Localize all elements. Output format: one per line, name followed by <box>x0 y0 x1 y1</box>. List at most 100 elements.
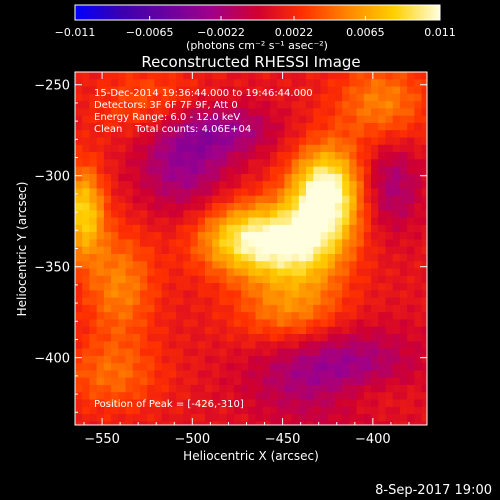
heatmap-cell <box>183 363 192 372</box>
heatmap-cell <box>204 399 213 408</box>
heatmap-cell <box>269 275 278 284</box>
heatmap-cell <box>132 246 141 255</box>
heatmap-cell <box>139 86 148 95</box>
heatmap-cell <box>118 239 127 248</box>
heatmap-cell <box>255 79 264 88</box>
heatmap-cell <box>118 421 127 425</box>
heatmap-cell <box>356 421 365 425</box>
heatmap-cell <box>378 399 387 408</box>
heatmap-cell <box>334 319 343 328</box>
heatmap-cell <box>262 101 271 109</box>
heatmap-cell <box>154 261 163 270</box>
heatmap-cell <box>284 406 293 415</box>
heatmap-cell <box>139 232 148 241</box>
heatmap-cell <box>103 261 112 270</box>
heatmap-cell <box>421 137 427 146</box>
heatmap-cell <box>118 406 127 415</box>
heatmap-cell <box>399 232 408 241</box>
heatmap-cell <box>392 290 401 299</box>
heatmap-cell <box>363 355 372 364</box>
heatmap-cell <box>277 246 285 255</box>
heatmap-cell <box>298 79 307 88</box>
heatmap-cell <box>407 341 415 350</box>
heatmap-cell <box>111 334 119 342</box>
heatmap-cell <box>342 384 350 393</box>
heatmap-cell <box>349 290 358 299</box>
heatmap-cell <box>204 217 213 226</box>
heatmap-cell <box>356 275 365 284</box>
heatmap-cell <box>139 414 148 422</box>
heatmap-cell <box>327 166 336 175</box>
heatmap-cell <box>212 275 221 284</box>
heatmap-cell <box>414 79 423 88</box>
heatmap-cell <box>132 217 141 226</box>
heatmap-cell <box>334 355 343 364</box>
heatmap-cell <box>190 101 199 109</box>
heatmap-cell <box>204 355 213 364</box>
heatmap-cell <box>75 261 83 270</box>
heatmap-cell <box>176 72 184 80</box>
heatmap-cell <box>96 217 105 226</box>
heatmap-cell <box>161 188 170 197</box>
heatmap-cell <box>342 377 350 386</box>
heatmap-cell <box>342 392 350 401</box>
heatmap-cell <box>407 72 415 80</box>
heatmap-cell <box>334 348 343 357</box>
heatmap-cell <box>176 173 184 182</box>
heatmap-cell <box>371 152 379 160</box>
heatmap-cell <box>392 195 401 204</box>
heatmap-cell <box>291 290 300 299</box>
heatmap-cell <box>204 224 213 233</box>
heatmap-cell <box>103 406 112 415</box>
heatmap-cell <box>385 108 394 117</box>
heatmap-cell <box>399 217 408 226</box>
heatmap-cell <box>161 72 170 80</box>
heatmap-cell <box>161 144 170 153</box>
heatmap-cell <box>378 312 387 321</box>
heatmap-cell <box>176 232 184 241</box>
heatmap-cell <box>407 297 415 306</box>
heatmap-cell <box>349 232 358 241</box>
colorbar-tick-label: −0.0022 <box>197 26 245 39</box>
heatmap-cell <box>125 406 134 415</box>
heatmap-cell <box>320 253 329 262</box>
heatmap-cell <box>176 283 184 291</box>
heatmap-cell <box>392 239 401 248</box>
heatmap-cell <box>111 130 119 139</box>
heatmap-cell <box>342 115 350 124</box>
heatmap-cell <box>111 341 119 350</box>
heatmap-cell <box>161 290 170 299</box>
heatmap-cell <box>183 224 192 233</box>
heatmap-cell <box>313 93 322 102</box>
heatmap-cell <box>334 326 343 335</box>
heatmap-cell <box>118 232 127 241</box>
heatmap-cell <box>75 377 83 386</box>
heatmap-cell <box>233 137 242 146</box>
heatmap-cell <box>197 72 206 80</box>
heatmap-cell <box>96 224 105 233</box>
heatmap-cell <box>197 101 206 109</box>
heatmap-cell <box>349 144 358 153</box>
heatmap-cell <box>139 203 148 211</box>
heatmap-cell <box>277 348 285 357</box>
heatmap-cell <box>334 341 343 350</box>
heatmap-cell <box>414 355 423 364</box>
heatmap-cell <box>414 217 423 226</box>
heatmap-cell <box>241 261 249 270</box>
heatmap-cell <box>89 246 98 255</box>
heatmap-cell <box>334 224 343 233</box>
heatmap-cell <box>82 232 91 241</box>
heatmap-cell <box>111 399 119 408</box>
heatmap-cell <box>291 326 300 335</box>
heatmap-cell <box>378 108 387 117</box>
heatmap-cell <box>103 188 112 197</box>
heatmap-cell <box>349 319 358 328</box>
heatmap-cell <box>385 283 394 291</box>
heatmap-cell <box>342 166 350 175</box>
heatmap-cell <box>139 181 148 190</box>
heatmap-cell <box>399 173 408 182</box>
heatmap-cell <box>371 195 379 204</box>
heatmap-cell <box>284 72 293 80</box>
heatmap-cell <box>96 246 105 255</box>
heatmap-cell <box>342 79 350 88</box>
